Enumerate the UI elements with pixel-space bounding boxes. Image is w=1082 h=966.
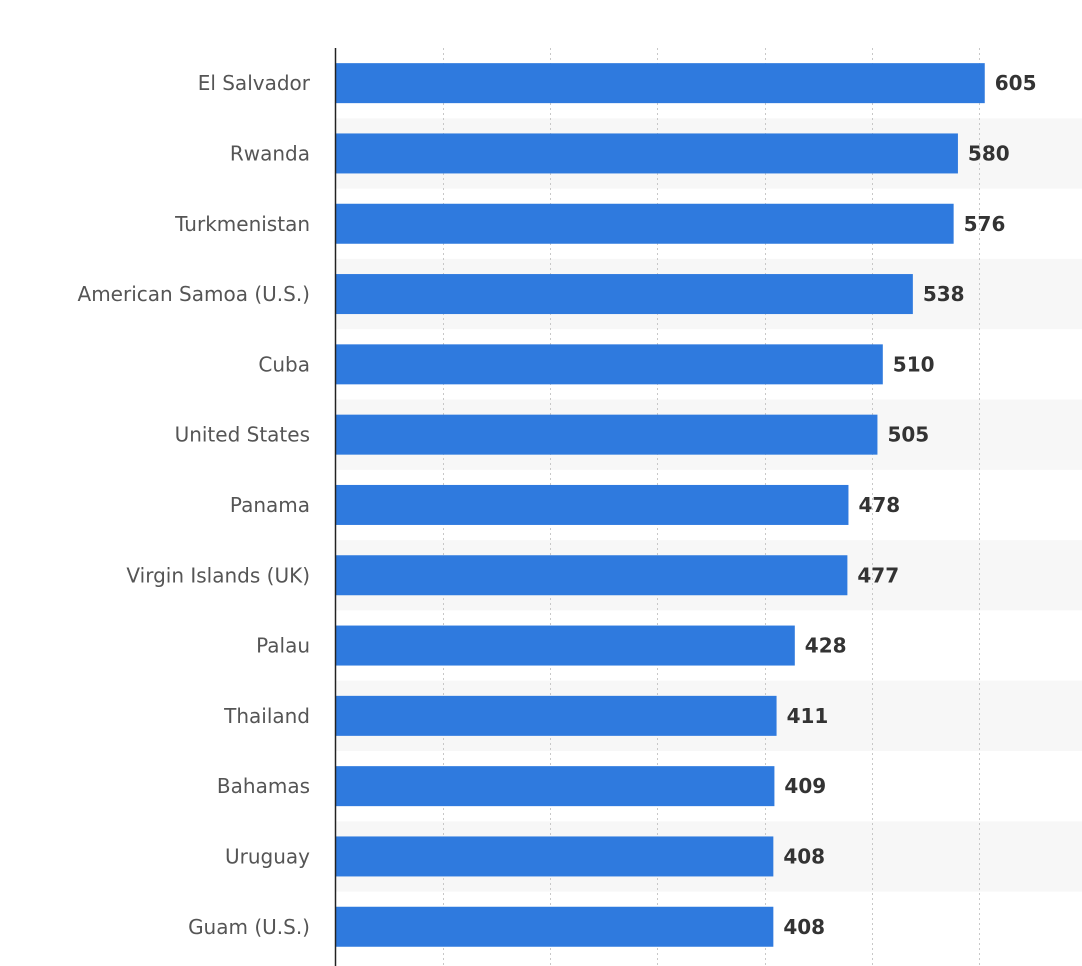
category-label: Turkmenistan — [174, 212, 310, 236]
bar[interactable] — [335, 274, 913, 315]
category-label: United States — [175, 423, 310, 447]
category-label: El Salvador — [198, 71, 311, 95]
value-label: 576 — [964, 212, 1006, 236]
bar[interactable] — [335, 133, 958, 174]
value-label: 505 — [887, 423, 929, 447]
bar[interactable] — [335, 344, 883, 385]
category-label: Panama — [230, 493, 310, 517]
category-label: American Samoa (U.S.) — [78, 282, 310, 306]
bar[interactable] — [335, 414, 878, 455]
bar[interactable] — [335, 555, 848, 596]
value-label: 408 — [783, 915, 825, 939]
category-labels: El Salvador Rwanda Turkmenistan American Sa… — [78, 71, 311, 939]
value-label: 538 — [923, 282, 965, 306]
bar[interactable] — [335, 63, 985, 104]
category-label: Rwanda — [230, 141, 310, 165]
category-label: Virgin Islands (UK) — [126, 563, 310, 587]
bar[interactable] — [335, 906, 774, 947]
bar[interactable] — [335, 203, 954, 244]
category-label: Uruguay — [225, 844, 310, 868]
value-label: 478 — [858, 493, 900, 517]
value-label: 605 — [995, 71, 1037, 95]
gridlines — [443, 48, 980, 966]
category-label: Bahamas — [217, 774, 310, 798]
category-label: Thailand — [223, 704, 310, 728]
bar[interactable] — [335, 766, 775, 807]
value-label: 477 — [857, 563, 899, 587]
category-label: Cuba — [258, 352, 310, 376]
bar[interactable] — [335, 625, 795, 666]
category-label: Guam (U.S.) — [188, 915, 310, 939]
value-label: 408 — [783, 844, 825, 868]
bar[interactable] — [335, 695, 777, 736]
category-label: Palau — [256, 634, 310, 658]
bars — [335, 63, 985, 947]
value-label: 411 — [787, 704, 829, 728]
value-label: 510 — [893, 352, 935, 376]
bar[interactable] — [335, 836, 774, 877]
bar[interactable] — [335, 484, 849, 525]
value-label: 428 — [805, 634, 847, 658]
value-label: 409 — [784, 774, 826, 798]
value-labels: 605 580 576 538 510 505 478 477 428 411 409 408 408 — [783, 71, 1036, 939]
value-label: 580 — [968, 141, 1010, 165]
